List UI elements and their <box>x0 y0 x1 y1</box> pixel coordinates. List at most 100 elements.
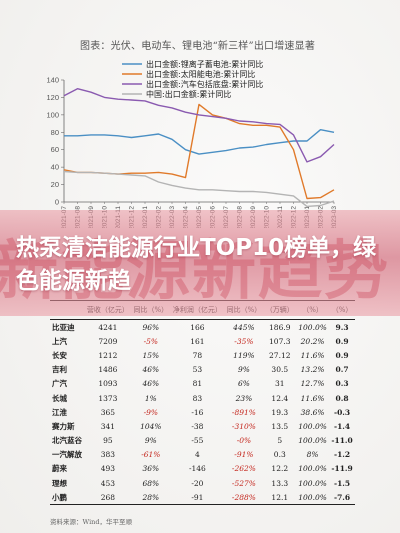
company-name-cell: 蔚来 <box>52 464 67 474</box>
y-tick-label: 0 <box>55 198 59 207</box>
table-cell: 100.0% <box>298 436 327 446</box>
y-tick-label: 120 <box>46 93 59 102</box>
table-cell: 9% <box>237 365 250 375</box>
company-name-cell: 广汽 <box>52 379 67 389</box>
table-cell: 383 <box>100 450 116 460</box>
table-cell: 81 <box>192 379 203 389</box>
table-cell: 15% <box>142 350 160 360</box>
table-cell: -1.5 <box>333 478 351 488</box>
y-tick-label: 60 <box>51 145 59 154</box>
table-cell: -146 <box>188 464 206 474</box>
table-row: 一汽解放 383 -61% 4 -91% 0.3 8% -1.2 <box>50 448 355 462</box>
financial-table: 营收（亿元）同比（%）净利润（亿元）同比（%）（万辆）（%）（%） 比亚迪424… <box>50 300 355 506</box>
table-cell: 13.2% <box>300 365 325 375</box>
table-cell: -91 <box>170 490 225 506</box>
table-cell: -527% <box>231 478 256 488</box>
table-cell: 4 <box>194 450 200 460</box>
legend-label-4: 中国:出口金额:累计同比 <box>146 89 231 99</box>
table-row: 比亚迪 4241 96% 166 445% 186.9 100.0% 9.3 <box>50 320 355 335</box>
company-name-cell: 吉利 <box>52 365 67 375</box>
table-cell: 7209 <box>98 336 118 346</box>
table-row: 北汽蓝谷 95 9% -55 -0% 5 100.0% -11.0 <box>50 434 355 448</box>
table-cell: -288% <box>224 490 264 506</box>
table-cell: -310% <box>231 421 256 431</box>
table-row: 理想 453 68% -20 -527% 13.3 100.0% -1.5 <box>50 476 355 490</box>
table-cell: 30.5 <box>271 365 289 375</box>
table-cell: 13.3 <box>271 478 289 488</box>
table-row: 江淮 365 -9% -16 -891% 19.3 38.6% -0.3 <box>50 405 355 419</box>
table-cell: -11.9 <box>331 464 353 474</box>
table-cell: 268 <box>84 490 132 506</box>
table-cell: -7.6 <box>329 490 355 506</box>
company-name-cell: 长安 <box>52 350 67 360</box>
table-cell: 186.9 <box>269 322 291 332</box>
table-cell: 0.9 <box>335 350 349 360</box>
y-tick-label: 20 <box>51 180 59 189</box>
banner-title[interactable]: 热泵清洁能源行业TOP10榜单，绿色能源新趋 <box>16 235 377 294</box>
table-cell: 13.5 <box>271 421 289 431</box>
table-cell: 4241 <box>98 322 118 332</box>
table-cell: 104% <box>140 421 162 431</box>
table-cell: -262% <box>231 464 256 474</box>
company-name-cell: 一汽解放 <box>52 450 82 460</box>
table-cell: 0.3 <box>273 450 286 460</box>
table-cell: 12.1 <box>263 490 297 506</box>
chart-svg: 0204060801001201402021-072021-082021-092… <box>46 59 338 228</box>
table-cell: 28% <box>131 490 171 506</box>
table-cell: 119% <box>233 350 255 360</box>
table-cell: 19.3 <box>271 407 289 417</box>
table-cell: 493 <box>100 464 116 474</box>
table-cell: -55 <box>191 436 204 446</box>
line-chart: 0204060801001201402021-072021-082021-092… <box>42 50 362 228</box>
table-cell: 9% <box>144 436 157 446</box>
banner-ghost-text: 新能源新趋势 <box>0 235 390 309</box>
financial-table-wrap: 营收（亿元）同比（%）净利润（亿元）同比（%）（万辆）（%）（%） 比亚迪424… <box>50 300 355 506</box>
company-name-cell: 赛力斯 <box>52 421 75 431</box>
table-row: 上汽 7209 -5% 161 -35% 107.3 20.2% 0.9 <box>50 334 355 348</box>
table-cell: 100.0% <box>298 421 327 431</box>
promo-banner[interactable]: 新能源新趋势 热泵清洁能源行业TOP10榜单，绿色能源新趋 <box>0 210 400 316</box>
table-cell: -9% <box>143 407 159 417</box>
table-cell: 9.3 <box>335 322 349 332</box>
table-cell: 453 <box>100 478 116 488</box>
table-cell: 31 <box>275 379 285 389</box>
series-line-4 <box>63 170 335 208</box>
table-cell: 341 <box>100 421 116 431</box>
table-cell: 161 <box>190 336 205 346</box>
table-row: 小鹏 268 28% -91 -288% 12.1 100.0% -7.6 <box>50 490 355 506</box>
y-tick-label: 80 <box>51 128 59 137</box>
table-cell: 53 <box>192 365 203 375</box>
table-cell: -1.2 <box>333 450 351 460</box>
table-cell: -891% <box>231 407 256 417</box>
table-cell: 11.6% <box>300 393 325 403</box>
table-cell: 12.4 <box>271 393 289 403</box>
table-cell: 20.2% <box>300 336 325 346</box>
table-cell: 100.0% <box>298 322 327 332</box>
table-cell: 27.12 <box>269 350 291 360</box>
table-cell: 5 <box>277 436 283 446</box>
company-name-cell: 北汽蓝谷 <box>52 436 82 446</box>
table-cell: -11.0 <box>331 436 353 446</box>
table-cell: -35% <box>234 336 254 346</box>
company-name-cell: 上汽 <box>52 336 67 346</box>
legend-label-1: 出口金额:锂离子蓄电池:累计同比 <box>146 59 263 69</box>
table-row: 长城 1373 1% 83 23% 12.4 11.6% 0.8 <box>50 391 355 405</box>
table-cell: 0.9 <box>335 336 349 346</box>
company-name-cell: 理想 <box>52 478 67 488</box>
table-cell: 107.3 <box>269 336 291 346</box>
company-name-cell: 长城 <box>52 393 67 403</box>
table-cell: 1486 <box>98 365 118 375</box>
table-cell: 6% <box>237 379 250 389</box>
table-row: 吉利 1486 46% 53 9% 30.5 13.2% 0.7 <box>50 363 355 377</box>
y-tick-label: 140 <box>46 76 59 85</box>
table-cell: 11.6% <box>300 350 325 360</box>
company-name-cell: 江淮 <box>52 407 67 417</box>
table-cell: 100.0% <box>296 490 330 506</box>
table-cell: -91% <box>234 450 254 460</box>
series-line-2 <box>63 103 335 200</box>
table-cell: -16 <box>191 407 204 417</box>
table-cell: 0.7 <box>335 365 349 375</box>
table-cell: -20 <box>191 478 204 488</box>
table-cell: 96% <box>142 322 160 332</box>
